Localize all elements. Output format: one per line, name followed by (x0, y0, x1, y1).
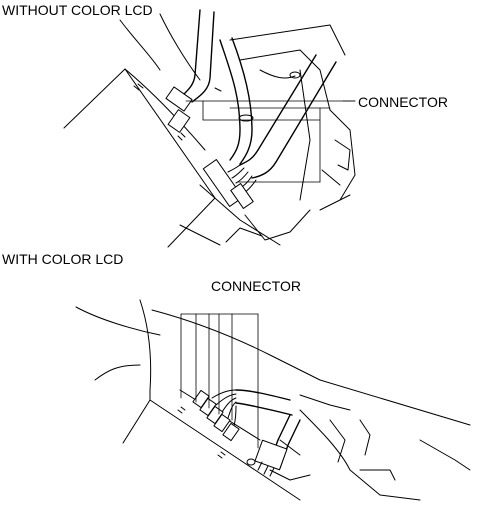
with-lcd-illustration (75, 299, 471, 501)
without-lcd-illustration (63, 9, 356, 248)
connector-label-top: CONNECTOR (358, 94, 448, 110)
without-color-lcd-title: WITHOUT COLOR LCD (2, 2, 153, 18)
with-color-lcd-title: WITH COLOR LCD (2, 251, 124, 267)
connector-label-bottom: CONNECTOR (211, 278, 301, 294)
